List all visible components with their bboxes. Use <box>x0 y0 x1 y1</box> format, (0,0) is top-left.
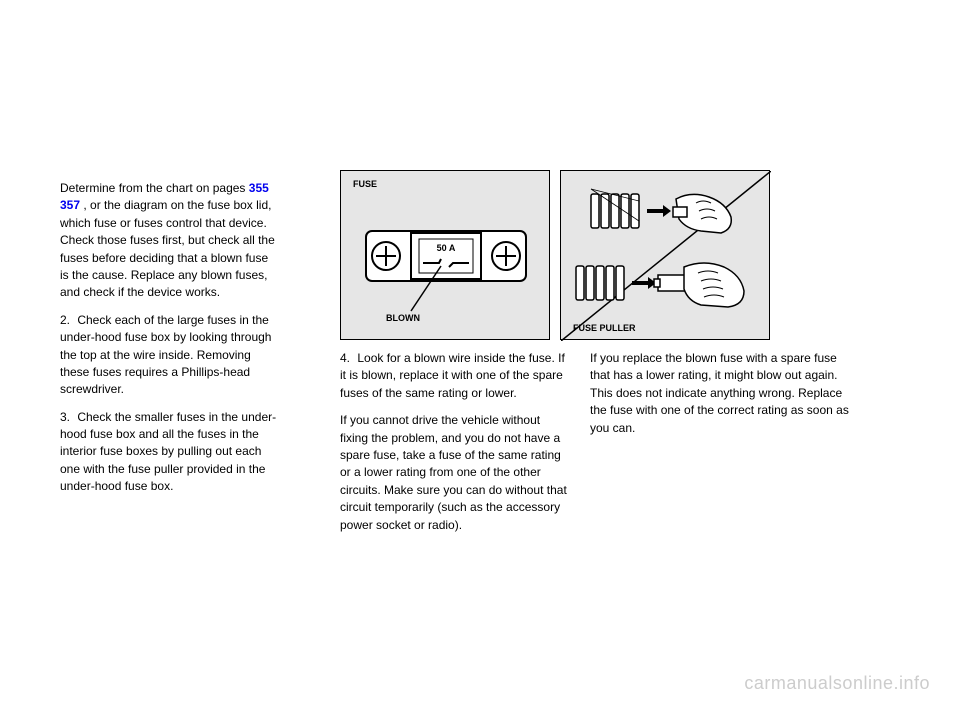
step4-number: 4. <box>340 350 354 367</box>
watermark: carmanualsonline.info <box>744 673 930 694</box>
label-fuse-puller: FUSE PULLER <box>573 323 636 333</box>
note-text: If you cannot drive the vehicle without … <box>340 413 567 531</box>
step3-text: Check the smaller fuses in the under-hoo… <box>60 410 276 494</box>
link-suffix: , or the diagram on the fuse box lid, wh… <box>60 198 275 299</box>
step3-para: 3. Check the smaller fuses in the under-… <box>60 409 280 496</box>
step-link-para: Determine from the chart on pages 355 35… <box>60 180 280 302</box>
amp-text: 50 A <box>437 243 456 253</box>
step5-text: If you replace the blown fuse with a spa… <box>590 351 849 435</box>
figure-fuse-blown: FUSE 50 A BLOWN <box>340 170 550 340</box>
step2-text: Check each of the large fuses in the und… <box>60 313 271 397</box>
step4-text: Look for a blown wire inside the fuse. I… <box>340 351 565 400</box>
figure-fuse-puller: FUSE PULLER <box>560 170 770 340</box>
label-fuse: FUSE <box>353 179 377 189</box>
label-blown: BLOWN <box>386 313 420 323</box>
step4-para: 4. Look for a blown wire inside the fuse… <box>340 350 570 402</box>
fuse-diagram-svg: 50 A <box>341 171 551 341</box>
step2-para: 2. Check each of the large fuses in the … <box>60 312 280 399</box>
step2-number: 2. <box>60 312 74 329</box>
step3-number: 3. <box>60 409 74 426</box>
link-prefix: Determine from the chart on pages <box>60 181 245 195</box>
step5-para: If you replace the blown fuse with a spa… <box>590 350 850 437</box>
puller-diagram-svg <box>561 171 771 341</box>
note-para: If you cannot drive the vehicle without … <box>340 412 570 534</box>
